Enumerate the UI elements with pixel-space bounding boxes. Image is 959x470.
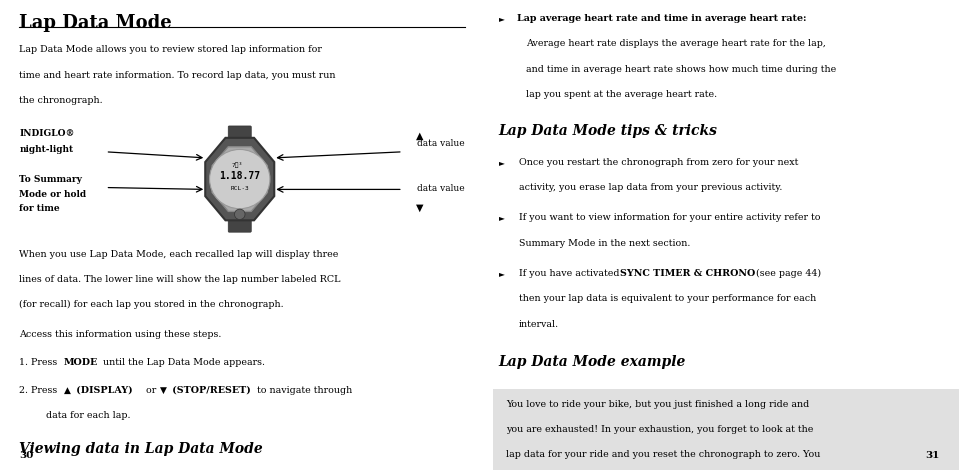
FancyBboxPatch shape	[228, 217, 251, 232]
Circle shape	[235, 209, 246, 219]
Text: and time in average heart rate shows how much time during the: and time in average heart rate shows how…	[526, 65, 837, 74]
Text: If you have activated: If you have activated	[519, 269, 622, 278]
Polygon shape	[212, 147, 268, 212]
Text: Viewing data in Lap Data Mode: Viewing data in Lap Data Mode	[19, 442, 263, 456]
Text: INDIGLO®: INDIGLO®	[19, 128, 75, 138]
Text: ►: ►	[499, 14, 504, 23]
Text: data value: data value	[417, 184, 465, 193]
Text: Once you restart the chronograph from zero for your next: Once you restart the chronograph from ze…	[519, 158, 798, 167]
Text: ▲: ▲	[416, 130, 423, 141]
Text: data for each lap.: data for each lap.	[46, 411, 130, 420]
Text: To Summary: To Summary	[19, 174, 82, 184]
Text: ▼: ▼	[159, 386, 167, 395]
Text: 7⓷³: 7⓷³	[232, 162, 243, 168]
Text: 1.18.77: 1.18.77	[220, 171, 260, 181]
Text: 30: 30	[19, 451, 34, 460]
Text: Average heart rate displays the average heart rate for the lap,: Average heart rate displays the average …	[526, 39, 827, 48]
Text: activity, you erase lap data from your previous activity.: activity, you erase lap data from your p…	[519, 183, 783, 192]
Text: then your lap data is equivalent to your performance for each: then your lap data is equivalent to your…	[519, 294, 816, 303]
Text: RCL·3: RCL·3	[230, 186, 249, 191]
Text: ►: ►	[499, 213, 504, 222]
FancyBboxPatch shape	[228, 126, 251, 141]
Text: Lap Data Mode: Lap Data Mode	[19, 14, 172, 32]
Text: (see page 44): (see page 44)	[753, 269, 821, 278]
Text: (for recall) for each lap you stored in the chronograph.: (for recall) for each lap you stored in …	[19, 300, 284, 309]
Text: 1. Press: 1. Press	[19, 358, 60, 367]
Text: You love to ride your bike, but you just finished a long ride and: You love to ride your bike, but you just…	[506, 400, 809, 408]
Text: SYNC TIMER & CHRONO: SYNC TIMER & CHRONO	[620, 269, 756, 278]
Text: Lap Data Mode allows you to review stored lap information for: Lap Data Mode allows you to review store…	[19, 45, 322, 54]
Text: ▲: ▲	[63, 386, 71, 395]
Text: lap you spent at the average heart rate.: lap you spent at the average heart rate.	[526, 90, 717, 99]
Text: night-light: night-light	[19, 145, 73, 154]
Text: Mode or hold: Mode or hold	[19, 189, 86, 199]
Text: for time: for time	[19, 204, 59, 213]
Text: When you use Lap Data Mode, each recalled lap will display three: When you use Lap Data Mode, each recalle…	[19, 250, 339, 259]
Text: to navigate through: to navigate through	[254, 386, 352, 395]
Text: If you want to view information for your entire activity refer to: If you want to view information for your…	[519, 213, 820, 222]
Text: (DISPLAY): (DISPLAY)	[73, 386, 132, 395]
Circle shape	[209, 149, 270, 209]
Text: interval.: interval.	[519, 320, 559, 329]
Text: Lap Data Mode tips & tricks: Lap Data Mode tips & tricks	[499, 124, 717, 138]
Text: (STOP/RESET): (STOP/RESET)	[169, 386, 250, 395]
Text: data value: data value	[417, 139, 465, 149]
Text: time and heart rate information. To record lap data, you must run: time and heart rate information. To reco…	[19, 70, 336, 79]
Text: or: or	[143, 386, 159, 395]
Polygon shape	[205, 138, 274, 220]
Text: until the Lap Data Mode appears.: until the Lap Data Mode appears.	[100, 358, 265, 367]
Text: ►: ►	[499, 158, 504, 167]
Bar	[493, 389, 959, 470]
Text: MODE: MODE	[63, 358, 98, 367]
Text: lap data for your ride and you reset the chronograph to zero. You: lap data for your ride and you reset the…	[506, 450, 820, 459]
Text: Lap Data Mode example: Lap Data Mode example	[499, 355, 686, 369]
Text: ▼: ▼	[416, 203, 423, 213]
Text: 31: 31	[925, 451, 940, 460]
Text: lines of data. The lower line will show the lap number labeled RCL: lines of data. The lower line will show …	[19, 275, 340, 284]
Text: you are exhausted! In your exhaustion, you forget to look at the: you are exhausted! In your exhaustion, y…	[506, 425, 813, 434]
Text: ►: ►	[499, 269, 504, 278]
Text: Lap average heart rate and time in average heart rate:: Lap average heart rate and time in avera…	[517, 14, 807, 23]
Text: the chronograph.: the chronograph.	[19, 96, 103, 105]
Text: 2. Press: 2. Press	[19, 386, 60, 395]
Text: Access this information using these steps.: Access this information using these step…	[19, 330, 222, 339]
Text: Summary Mode in the next section.: Summary Mode in the next section.	[519, 239, 690, 248]
